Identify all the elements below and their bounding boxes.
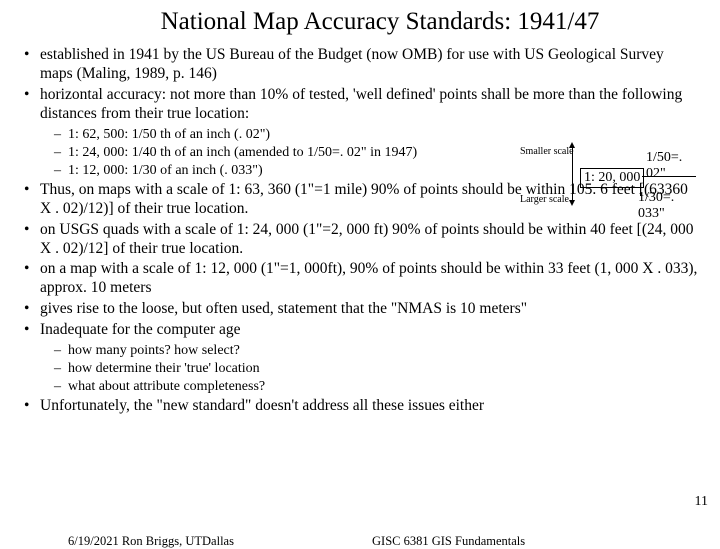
main-bullet-list: established in 1941 by the US Bureau of … (22, 46, 698, 416)
scale-diagram: Smaller scale Larger scale 1: 20, 000 1/… (520, 144, 700, 210)
bullet-text: on USGS quads with a scale of 1: 24, 000… (40, 221, 694, 257)
bullet-text: Inadequate for the computer age (40, 321, 241, 338)
diagram-value-top: 1/50=. 02" (646, 150, 700, 182)
bullet-item: established in 1941 by the US Bureau of … (22, 46, 698, 84)
bullet-item: Unfortunately, the "new standard" doesn'… (22, 397, 698, 416)
footer-center: GISC 6381 GIS Fundamentals (372, 534, 525, 549)
bullet-item: gives rise to the loose, but often used,… (22, 300, 698, 319)
diagram-smaller-label: Smaller scale (520, 146, 574, 157)
bullet-item: on a map with a scale of 1: 12, 000 (1"=… (22, 260, 698, 298)
sub-bullet-text: how many points? how select? (68, 343, 240, 358)
footer-left: 6/19/2021 Ron Briggs, UTDallas (68, 534, 234, 549)
bullet-item: on USGS quads with a scale of 1: 24, 000… (22, 221, 698, 259)
page-number: 11 (695, 494, 708, 510)
sub-bullet-text: 1: 12, 000: 1/30 of an inch (. 033") (68, 162, 263, 179)
sub-bullet-item: what about attribute completeness? (40, 378, 698, 395)
diagram-divider-line (642, 176, 696, 177)
diagram-value-bottom: 1/30=. 033" (638, 190, 700, 222)
sub-bullet-text: how determine their 'true' location (68, 361, 260, 376)
bullet-item: Inadequate for the computer age how many… (22, 321, 698, 395)
sub-bullet-text: what about attribute completeness? (68, 379, 265, 394)
slide-container: National Map Accuracy Standards: 1941/47… (0, 0, 720, 540)
bullet-text: on a map with a scale of 1: 12, 000 (1"=… (40, 260, 697, 296)
bullet-text: horizontal accuracy: not more than 10% o… (40, 86, 682, 122)
bullet-text: established in 1941 by the US Bureau of … (40, 46, 664, 82)
sub-bullet-item: how many points? how select? (40, 342, 698, 359)
sub-bullet-text: 1: 24, 000: 1/40 th of an inch (amended … (68, 144, 417, 161)
double-arrow-icon (572, 146, 573, 202)
bullet-text: gives rise to the loose, but often used,… (40, 300, 527, 317)
diagram-larger-label: Larger scale (520, 194, 569, 205)
sub-bullet-text: 1: 62, 500: 1/50 th of an inch (. 02") (68, 126, 270, 143)
slide-title: National Map Accuracy Standards: 1941/47 (22, 8, 698, 36)
diagram-scale-box: 1: 20, 000 (580, 168, 644, 188)
sub-bullet-list: how many points? how select? how determi… (40, 342, 698, 395)
bullet-text: Unfortunately, the "new standard" doesn'… (40, 397, 484, 414)
sub-bullet-item: 1: 62, 500: 1/50 th of an inch (. 02") (40, 126, 698, 143)
sub-bullet-item: how determine their 'true' location (40, 360, 698, 377)
